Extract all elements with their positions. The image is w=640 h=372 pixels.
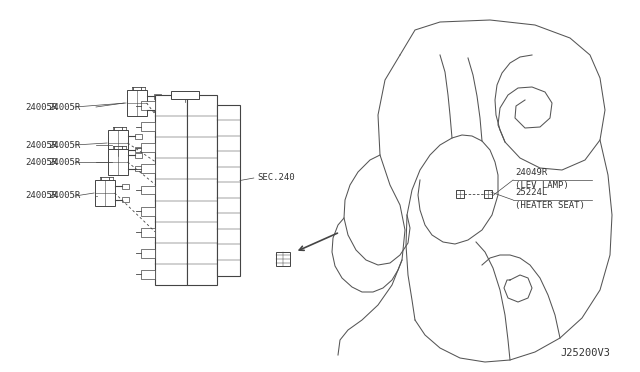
Text: 24005R: 24005R — [25, 192, 57, 201]
Text: 24005R: 24005R — [25, 157, 57, 167]
Bar — [154, 94, 161, 99]
Bar — [456, 190, 464, 198]
Bar — [122, 197, 129, 202]
Bar — [155, 95, 188, 285]
Text: 24005R: 24005R — [48, 103, 80, 112]
Bar — [141, 143, 155, 152]
Bar — [135, 147, 141, 152]
Text: (LEV LAMP): (LEV LAMP) — [515, 181, 569, 190]
Bar — [141, 249, 155, 258]
Bar — [217, 105, 240, 276]
Bar — [141, 122, 155, 131]
Bar — [276, 251, 290, 266]
Bar — [135, 166, 141, 171]
Bar — [108, 149, 127, 175]
Bar — [141, 186, 155, 195]
Bar — [171, 91, 199, 99]
Text: 24049R: 24049R — [515, 168, 547, 177]
Text: 24005R: 24005R — [25, 141, 57, 150]
Text: 25224L: 25224L — [515, 188, 547, 197]
Text: SEC.240: SEC.240 — [257, 173, 294, 183]
Bar — [127, 90, 147, 116]
Text: 24005R: 24005R — [48, 157, 80, 167]
Bar — [108, 130, 127, 156]
Bar — [141, 270, 155, 279]
Bar — [141, 228, 155, 237]
Bar — [135, 153, 141, 158]
Bar — [188, 95, 217, 285]
Text: 24005R: 24005R — [48, 192, 80, 201]
Bar — [141, 101, 155, 110]
Bar — [135, 134, 141, 139]
Bar — [141, 164, 155, 173]
Text: 24005R: 24005R — [48, 141, 80, 150]
Text: J25200V3: J25200V3 — [560, 348, 610, 358]
Bar — [122, 184, 129, 189]
Bar — [95, 180, 115, 206]
Bar — [154, 107, 161, 112]
Text: 24005R: 24005R — [25, 103, 57, 112]
Bar — [141, 207, 155, 216]
Text: (HEATER SEAT): (HEATER SEAT) — [515, 201, 585, 210]
Bar — [484, 190, 492, 198]
